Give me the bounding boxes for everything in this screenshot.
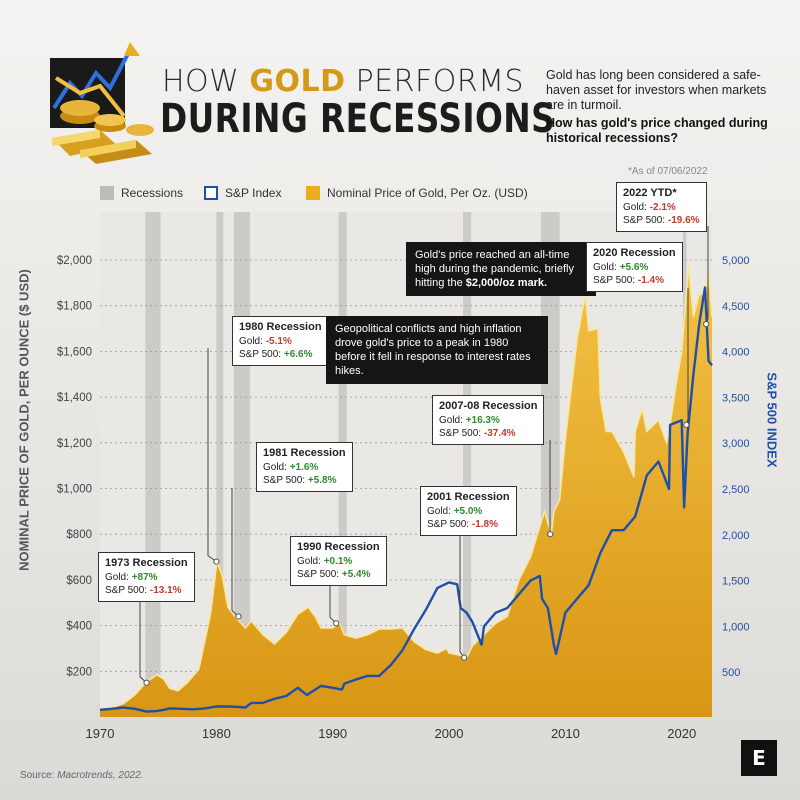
recession-swatch-icon — [100, 186, 114, 200]
annotation-dot — [547, 531, 554, 538]
x-tick: 1990 — [318, 726, 347, 741]
annotation-leader-line — [231, 488, 239, 617]
x-tick: 1980 — [202, 726, 231, 741]
annotation-1980: 1980 Recession Gold: -5.1% S&P 500: +6.6… — [232, 316, 329, 366]
annotation-2007: 2007-08 Recession Gold: +16.3% S&P 500: … — [432, 395, 545, 445]
y-tick-left: $1,200 — [57, 438, 92, 450]
annotation-leader-line — [207, 348, 217, 563]
annotation-leader-line — [459, 530, 465, 658]
annotation-dot — [213, 558, 220, 565]
annotation-1981: 1981 Recession Gold: +1.6% S&P 500: +5.8… — [256, 442, 353, 492]
intro-text: Gold has long been considered a safe-hav… — [546, 68, 767, 112]
y-tick-right: 3,000 — [722, 438, 750, 450]
intro-question: How has gold's price changed during hist… — [546, 116, 768, 145]
y-tick-left: $2,000 — [57, 255, 92, 267]
y-tick-right: 500 — [722, 667, 740, 679]
y-axis-right-title: S&P 500 INDEX — [764, 372, 780, 468]
y-tick-right: 4,000 — [722, 347, 750, 359]
y-tick-right: 1,000 — [722, 621, 750, 633]
y-tick-right: 3,500 — [722, 392, 750, 404]
y-axis-left-title: NOMINAL PRICE OF GOLD, PER OUNCE ($ USD) — [16, 269, 32, 571]
x-tick: 2010 — [551, 726, 580, 741]
recession-band — [216, 212, 224, 717]
y-tick-left: $1,800 — [57, 301, 92, 313]
annotation-dot — [235, 613, 242, 620]
y-tick-right: 1,500 — [722, 576, 750, 588]
annotation-1990: 1990 Recession Gold: +0.1% S&P 500: +5.4… — [290, 536, 387, 586]
gold-swatch-icon — [306, 186, 320, 200]
y-tick-right: 2,500 — [722, 484, 750, 496]
publisher-logo: E — [741, 740, 777, 776]
note-2020: Gold's price reached an all-time high du… — [406, 242, 596, 296]
annotation-dot — [683, 421, 690, 428]
y-tick-left: $600 — [66, 575, 92, 587]
annotation-leader-line — [329, 582, 337, 624]
x-tick: 2020 — [667, 726, 696, 741]
x-tick: 1970 — [86, 726, 115, 741]
legend-gold: Nominal Price of Gold, Per Oz. (USD) — [306, 186, 528, 200]
y-tick-left: $1,600 — [57, 346, 92, 358]
y-tick-left: $400 — [66, 621, 92, 633]
title-line-2: DURING RECESSIONS — [160, 96, 556, 142]
legend-recessions: Recessions — [100, 186, 183, 200]
note-1980: Geopolitical conflicts and high inflatio… — [326, 316, 548, 384]
annotation-leader-line — [685, 288, 689, 426]
annotation-dot — [333, 620, 340, 627]
y-tick-left: $200 — [66, 666, 92, 678]
title-line-1: HOW GOLD PERFORMS — [162, 64, 525, 99]
y-tick-right: 2,000 — [722, 530, 750, 542]
title-gold-word: GOLD — [249, 64, 346, 99]
recession-band — [233, 212, 251, 717]
annotation-2022: 2022 YTD* Gold: -2.1% S&P 500: -19.6% — [616, 182, 707, 232]
annotation-dot — [143, 679, 150, 686]
gold-bars-illustration — [50, 42, 154, 164]
y-tick-right: 4,500 — [722, 301, 750, 313]
y-tick-left: $800 — [66, 529, 92, 541]
sp-swatch-icon — [204, 186, 218, 200]
annotation-leader-line — [139, 596, 147, 684]
y-tick-right: 5,000 — [722, 255, 750, 267]
y-tick-left: $1,000 — [57, 484, 92, 496]
annotation-dot — [703, 321, 710, 328]
recession-band — [145, 212, 161, 717]
as-of-date: *As of 07/06/2022 — [628, 166, 708, 177]
annotation-1973: 1973 Recession Gold: +87% S&P 500: -13.1… — [98, 552, 195, 602]
x-tick: 2000 — [435, 726, 464, 741]
y-tick-left: $1,400 — [57, 392, 92, 404]
legend-sp: S&P Index — [204, 186, 281, 200]
annotation-dot — [461, 654, 468, 661]
annotation-2001: 2001 Recession Gold: +5.0% S&P 500: -1.8… — [420, 486, 517, 536]
annotation-leader-line — [705, 226, 709, 325]
source-note: Source: Macrotrends, 2022. — [20, 770, 144, 781]
annotation-2020: 2020 Recession Gold: +5.6% S&P 500: -1.4… — [586, 242, 683, 292]
recession-band — [682, 212, 687, 717]
